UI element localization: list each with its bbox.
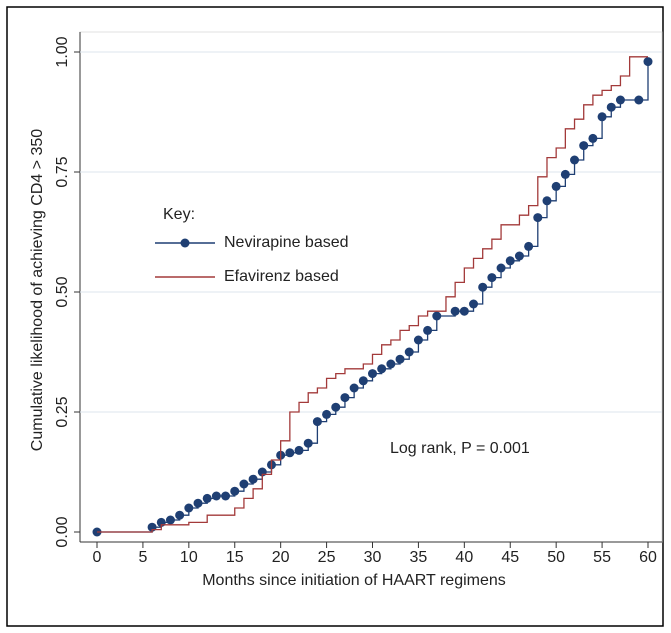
data-point <box>505 256 515 266</box>
data-point <box>294 445 304 455</box>
data-point <box>459 306 469 316</box>
x-tick-label: 55 <box>593 549 611 566</box>
data-point <box>239 479 249 489</box>
x-tick-label: 0 <box>93 549 102 566</box>
data-point <box>175 510 185 520</box>
y-tick-label: 1.00 <box>54 36 71 67</box>
data-point <box>165 515 175 525</box>
legend-marker <box>180 238 190 248</box>
x-tick-label: 15 <box>226 549 244 566</box>
x-tick-label: 20 <box>272 549 290 566</box>
x-tick-label: 50 <box>547 549 565 566</box>
data-point <box>395 354 405 364</box>
data-point <box>230 486 240 496</box>
frame <box>6 6 664 627</box>
data-point <box>404 347 414 357</box>
data-point <box>368 369 377 379</box>
data-point <box>533 213 543 223</box>
data-point <box>193 498 203 508</box>
x-tick-label: 5 <box>138 549 147 566</box>
data-point <box>469 299 479 309</box>
data-point <box>211 491 221 501</box>
data-point <box>432 311 442 321</box>
data-point <box>221 491 231 501</box>
y-tick-label: 0.75 <box>54 156 71 187</box>
data-point <box>184 503 194 513</box>
data-point <box>358 376 368 386</box>
x-tick-label: 40 <box>455 549 473 566</box>
data-point <box>386 359 396 369</box>
data-point <box>340 393 350 403</box>
x-axis-label: Months since initiation of HAART regimen… <box>202 572 506 589</box>
data-point <box>524 241 534 251</box>
data-point <box>377 364 387 374</box>
data-point <box>514 251 524 261</box>
x-tick-label: 10 <box>180 549 198 566</box>
data-point <box>551 181 561 191</box>
data-point <box>606 102 616 112</box>
annotation: Log rank, P = 0.001 <box>390 440 530 457</box>
data-point <box>331 402 341 412</box>
data-point <box>560 169 570 179</box>
data-point <box>643 57 653 67</box>
y-tick-label: 0.50 <box>54 276 71 307</box>
data-point <box>542 196 552 206</box>
data-point <box>496 263 506 273</box>
data-point <box>285 448 295 458</box>
data-point <box>487 273 497 283</box>
data-point <box>322 409 332 419</box>
series-line <box>97 56 648 533</box>
y-tick-label: 0.25 <box>54 396 71 427</box>
data-point <box>634 95 644 105</box>
data-point <box>413 335 423 345</box>
legend-label: Efavirenz based <box>224 268 339 285</box>
data-point <box>478 282 488 292</box>
legend-title: Key: <box>163 206 195 223</box>
data-point <box>588 133 598 143</box>
data-point <box>349 383 359 393</box>
x-tick-label: 30 <box>364 549 382 566</box>
y-tick-label: 0.00 <box>54 516 71 547</box>
legend-label: Nevirapine based <box>224 234 349 251</box>
x-tick-label: 35 <box>410 549 428 566</box>
data-point <box>597 112 607 122</box>
x-tick-label: 25 <box>318 549 336 566</box>
data-point <box>248 474 258 484</box>
y-axis-label: Cumulative likelihood of achieving CD4 >… <box>29 129 46 452</box>
data-point <box>312 417 322 427</box>
data-point <box>202 493 212 503</box>
x-tick-label: 45 <box>501 549 519 566</box>
x-tick-label: 60 <box>639 549 657 566</box>
data-point <box>579 141 589 151</box>
data-point <box>570 155 580 165</box>
data-point <box>303 438 313 448</box>
data-point <box>423 325 433 335</box>
data-point <box>450 306 460 316</box>
data-point <box>615 95 625 105</box>
